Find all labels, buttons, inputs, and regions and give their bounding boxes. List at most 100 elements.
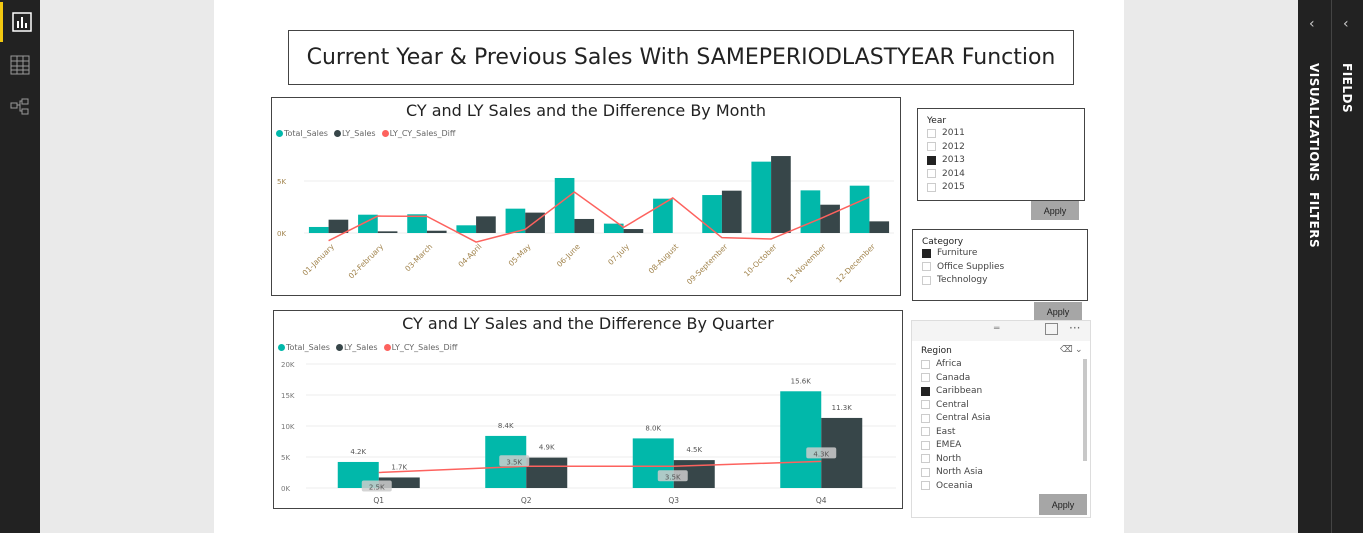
checkbox[interactable] bbox=[922, 275, 931, 285]
checkbox[interactable] bbox=[921, 400, 930, 409]
checkbox[interactable] bbox=[922, 262, 931, 271]
category-apply-button[interactable]: Apply bbox=[1034, 302, 1082, 321]
checkbox[interactable] bbox=[927, 169, 936, 179]
model-view-icon[interactable] bbox=[0, 87, 40, 127]
slicer-item-label: Caribbean bbox=[936, 386, 983, 396]
x-tick-label: 10-October bbox=[742, 241, 779, 278]
focus-mode-icon[interactable] bbox=[1045, 323, 1058, 335]
checkbox[interactable] bbox=[921, 386, 930, 396]
slicer-item-label: Furniture bbox=[937, 248, 978, 258]
legend-ly: LY_Sales bbox=[333, 129, 376, 138]
checkbox[interactable] bbox=[922, 248, 931, 258]
slicer-item[interactable]: North Asia bbox=[921, 467, 983, 477]
slicer-item[interactable]: Central Asia bbox=[921, 413, 991, 423]
total-bar bbox=[751, 161, 772, 233]
slicer-item[interactable]: Furniture bbox=[922, 248, 977, 258]
chevron-down-icon[interactable]: ⌄ bbox=[1075, 345, 1083, 355]
collapse-fields-icon[interactable]: ‹ bbox=[1343, 16, 1349, 32]
total-bar bbox=[308, 226, 329, 233]
checkbox[interactable] bbox=[921, 481, 930, 490]
month-chart-plot: 0K 5K 01-January 02-February 03-March 04-Apri… bbox=[277, 156, 894, 286]
collapse-visualizations-icon[interactable]: ‹ bbox=[1309, 16, 1315, 32]
x-tick-label: 11-November bbox=[785, 241, 828, 284]
data-label: 11.3K bbox=[832, 404, 853, 412]
slicer-item[interactable]: 2014 bbox=[927, 169, 965, 179]
drag-handle-icon[interactable]: ═ bbox=[994, 324, 1000, 334]
slicer-item[interactable]: Africa bbox=[921, 359, 962, 369]
report-title: Current Year & Previous Sales With SAMEP… bbox=[288, 30, 1074, 85]
checkbox[interactable] bbox=[927, 128, 936, 138]
legend-ly: LY_Sales bbox=[335, 343, 378, 352]
region-slicer: ═ ··· Region ⌫ ⌄ Africa Canada Caribbean Ce… bbox=[911, 320, 1091, 518]
data-label: 4.5K bbox=[686, 446, 702, 454]
slicer-item-label: East bbox=[936, 426, 956, 437]
x-tick-label: 09-September bbox=[685, 241, 730, 286]
slicer-item[interactable]: 2012 bbox=[927, 142, 965, 152]
slicer-item[interactable]: Central bbox=[921, 400, 969, 410]
ly-bar bbox=[328, 219, 349, 233]
checkbox[interactable] bbox=[921, 440, 930, 450]
ly-bar bbox=[721, 190, 742, 233]
checkbox[interactable] bbox=[921, 413, 930, 423]
slicer-item[interactable]: Caribbean bbox=[921, 386, 982, 396]
quarter-legend: Total_Sales LY_Sales LY_CY_Sales_Diff bbox=[278, 343, 457, 352]
slicer-item[interactable]: East bbox=[921, 427, 955, 437]
x-tick-label: 05-May bbox=[507, 242, 533, 268]
eraser-icon[interactable]: ⌫ bbox=[1060, 345, 1073, 355]
visualizations-pane-tab[interactable]: VISUALIZATIONS bbox=[1307, 63, 1321, 182]
slicer-item[interactable]: North bbox=[921, 454, 961, 464]
checkbox[interactable] bbox=[927, 142, 936, 152]
total-bar bbox=[603, 223, 624, 233]
month-chart[interactable]: CY and LY Sales and the Difference By Mo… bbox=[271, 97, 901, 296]
x-tick-label: Q2 bbox=[521, 496, 532, 505]
report-canvas: Current Year & Previous Sales With SAMEP… bbox=[214, 0, 1124, 533]
slicer-item[interactable]: 2013 bbox=[927, 155, 965, 165]
checkbox[interactable] bbox=[927, 155, 936, 165]
slicer-item-label: 2012 bbox=[942, 141, 965, 152]
year-apply-button[interactable]: Apply bbox=[1031, 201, 1079, 220]
region-slicer-header: Region bbox=[921, 346, 952, 356]
slicer-item[interactable]: Canada bbox=[921, 373, 970, 383]
region-apply-button[interactable]: Apply bbox=[1039, 494, 1087, 515]
quarter-chart[interactable]: CY and LY Sales and the Difference By Qu… bbox=[273, 310, 903, 509]
y-tick-label: 0K bbox=[277, 230, 286, 238]
slicer-item[interactable]: 2015 bbox=[927, 182, 965, 192]
checkbox[interactable] bbox=[921, 454, 930, 463]
legend-total: Total_Sales bbox=[278, 343, 330, 352]
slicer-item[interactable]: 2011 bbox=[927, 128, 965, 138]
slicer-item[interactable]: EMEA bbox=[921, 440, 961, 450]
checkbox[interactable] bbox=[927, 182, 936, 192]
fields-pane-tab[interactable]: FIELDS bbox=[1340, 63, 1354, 114]
slicer-item[interactable]: Oceania bbox=[921, 481, 973, 491]
x-tick-label: 08-August bbox=[647, 242, 681, 276]
total-bar bbox=[554, 177, 575, 233]
visual-header: ═ ··· bbox=[912, 321, 1090, 341]
slicer-item-label: 2011 bbox=[942, 128, 965, 138]
x-tick-label: 03-March bbox=[403, 242, 434, 273]
data-label: 4.2K bbox=[350, 448, 366, 456]
legend-diff: LY_CY_Sales_Diff bbox=[383, 343, 457, 352]
report-view-icon[interactable] bbox=[0, 2, 40, 42]
filters-pane-tab[interactable]: FILTERS bbox=[1307, 192, 1321, 249]
y-tick-label: 5K bbox=[281, 454, 290, 462]
category-slicer: Category Furniture Office Supplies Technol… bbox=[912, 229, 1088, 301]
scrollbar[interactable] bbox=[1083, 359, 1087, 461]
slicer-item[interactable]: Technology bbox=[922, 275, 987, 285]
checkbox[interactable] bbox=[921, 467, 930, 477]
total-bar bbox=[456, 225, 477, 233]
checkbox[interactable] bbox=[921, 373, 930, 382]
slicer-item-label: Africa bbox=[936, 359, 962, 369]
checkbox[interactable] bbox=[921, 427, 930, 436]
total-bar bbox=[780, 391, 822, 488]
data-view-icon[interactable] bbox=[0, 45, 40, 85]
total-bar bbox=[849, 185, 870, 233]
x-tick-label: 07-July bbox=[606, 242, 631, 267]
slicer-item[interactable]: Office Supplies bbox=[922, 262, 1004, 272]
total-bar bbox=[407, 214, 427, 233]
checkbox[interactable] bbox=[921, 359, 930, 369]
data-label: 8.0K bbox=[645, 424, 661, 432]
total-bar bbox=[800, 190, 821, 233]
x-tick-label: 12-December bbox=[834, 241, 877, 284]
more-options-icon[interactable]: ··· bbox=[1069, 321, 1081, 335]
slicer-item-label: North bbox=[936, 453, 962, 464]
